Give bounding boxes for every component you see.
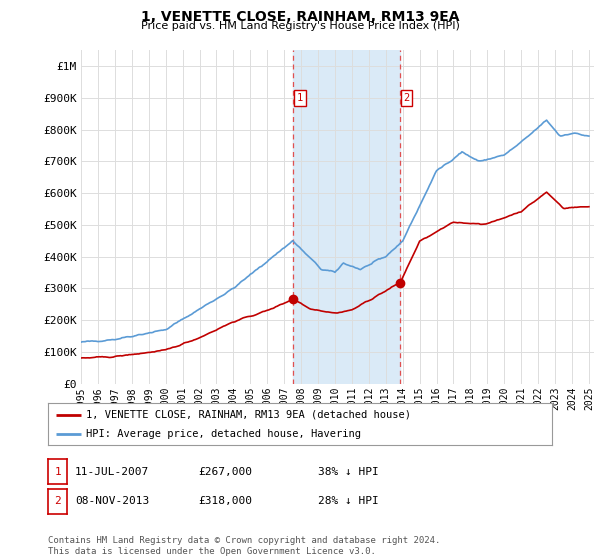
- Text: 2: 2: [404, 93, 410, 103]
- Text: £318,000: £318,000: [198, 497, 252, 506]
- Text: £267,000: £267,000: [198, 467, 252, 477]
- Text: 2: 2: [54, 497, 61, 506]
- Text: 28% ↓ HPI: 28% ↓ HPI: [318, 497, 379, 506]
- Text: Contains HM Land Registry data © Crown copyright and database right 2024.
This d: Contains HM Land Registry data © Crown c…: [48, 536, 440, 556]
- Text: 1: 1: [54, 467, 61, 477]
- Text: HPI: Average price, detached house, Havering: HPI: Average price, detached house, Have…: [86, 429, 361, 439]
- Text: 08-NOV-2013: 08-NOV-2013: [75, 497, 149, 506]
- Text: 1: 1: [296, 93, 303, 103]
- Text: 11-JUL-2007: 11-JUL-2007: [75, 467, 149, 477]
- Text: Price paid vs. HM Land Registry's House Price Index (HPI): Price paid vs. HM Land Registry's House …: [140, 21, 460, 31]
- Bar: [293, 50, 400, 384]
- Text: 1, VENETTE CLOSE, RAINHAM, RM13 9EA: 1, VENETTE CLOSE, RAINHAM, RM13 9EA: [141, 10, 459, 24]
- Text: 38% ↓ HPI: 38% ↓ HPI: [318, 467, 379, 477]
- Text: 1, VENETTE CLOSE, RAINHAM, RM13 9EA (detached house): 1, VENETTE CLOSE, RAINHAM, RM13 9EA (det…: [86, 409, 411, 419]
